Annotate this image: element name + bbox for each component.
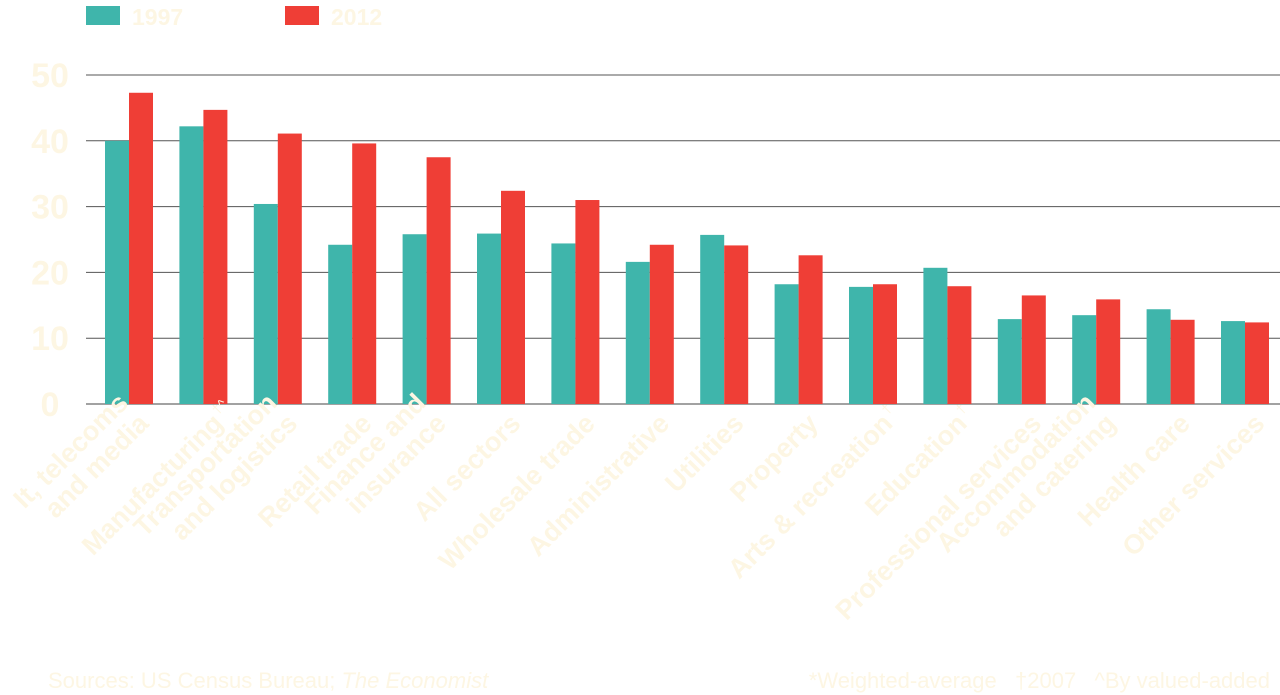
bar-2012-9 <box>798 255 823 404</box>
bar-1997-15 <box>1221 321 1245 404</box>
bar-2012-3 <box>352 143 377 404</box>
bar-1997-7 <box>625 261 650 404</box>
source-publication: The Economist <box>341 668 489 693</box>
bar-2012-14 <box>1170 319 1195 404</box>
legend-swatch-2012 <box>285 6 319 25</box>
legend-label-1997: 1997 <box>132 4 183 30</box>
footnotes: *Weighted-average †2007 ^By valued-added <box>809 668 1270 693</box>
legend: 1997 2012 <box>86 4 382 30</box>
bar-1997-11 <box>923 267 948 404</box>
bar-1997-6 <box>551 243 576 404</box>
bar-1997-5 <box>477 233 501 404</box>
footer: Sources: US Census Bureau; The Economist… <box>48 668 1270 693</box>
bar-2012-4 <box>426 157 451 404</box>
bar-1997-0 <box>105 140 129 405</box>
legend-swatch-1997 <box>86 6 120 25</box>
y-tick-label-30: 30 <box>31 189 69 227</box>
bar-2012-5 <box>501 190 525 404</box>
bar-2012-6 <box>575 200 600 404</box>
bar-1997-8 <box>700 234 725 404</box>
bar-1997-4 <box>402 234 427 404</box>
bar-2012-2 <box>277 133 302 404</box>
y-tick-label-10: 10 <box>31 320 69 358</box>
bar-1997-10 <box>849 286 873 404</box>
bar-2012-1 <box>203 109 228 405</box>
bar-1997-3 <box>328 244 353 404</box>
bar-1997-2 <box>253 203 278 404</box>
legend-label-2012: 2012 <box>331 4 382 30</box>
bar-2012-15 <box>1245 322 1269 404</box>
bar-2012-8 <box>724 245 749 404</box>
y-tick-label-40: 40 <box>31 123 69 161</box>
y-tick-label-0: 0 <box>41 386 60 424</box>
bar-2012-11 <box>947 286 972 404</box>
bar-2012-13 <box>1096 299 1121 404</box>
bar-2012-10 <box>873 284 897 404</box>
bar-1997-13 <box>1072 315 1097 404</box>
bar-1997-14 <box>1146 309 1171 404</box>
bar-2012-0 <box>129 92 153 405</box>
y-tick-label-20: 20 <box>31 254 69 292</box>
y-axis-ticks: 0 10 20 30 40 50 <box>31 57 69 424</box>
bar-2012-7 <box>649 244 674 404</box>
y-tick-label-50: 50 <box>31 57 69 95</box>
source-prefix: Sources: US Census Bureau; <box>48 668 341 693</box>
bar-1997-9 <box>774 284 799 404</box>
source-note: Sources: US Census Bureau; The Economist <box>48 668 489 693</box>
bar-1997-12 <box>997 319 1022 404</box>
bar-1997-1 <box>179 126 204 404</box>
bars <box>105 92 1269 405</box>
bar-2012-12 <box>1021 295 1046 404</box>
